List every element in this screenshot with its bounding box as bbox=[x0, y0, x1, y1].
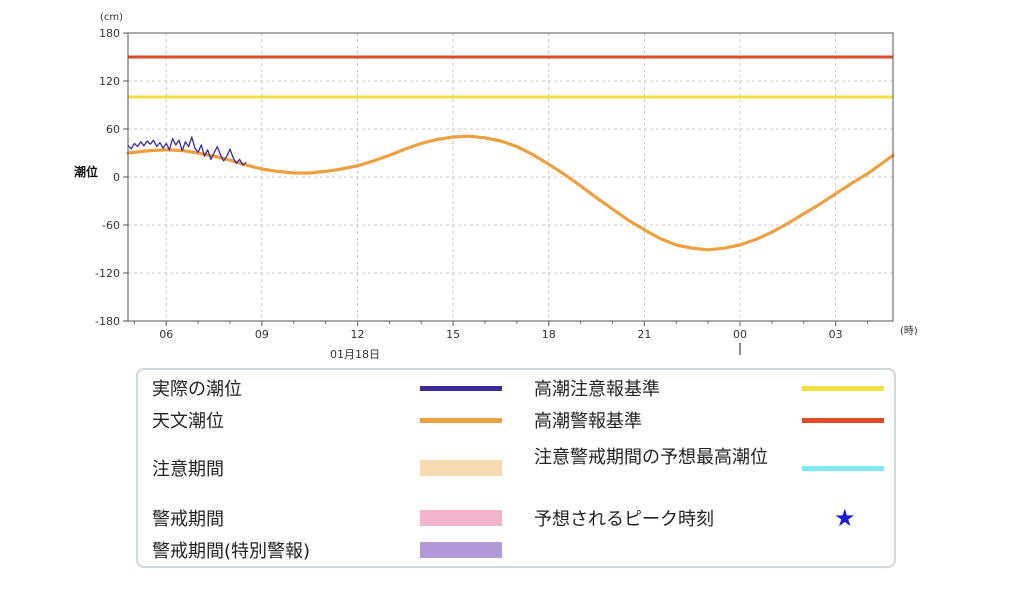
legend-label: 天文潮位 bbox=[152, 411, 224, 432]
legend-band-swatch bbox=[420, 542, 502, 558]
legend-label: 高潮警報基準 bbox=[534, 411, 642, 432]
legend-label: 予想されるピーク時刻 bbox=[534, 509, 714, 530]
grid bbox=[128, 33, 893, 321]
y-tick-label: -180 bbox=[95, 315, 120, 328]
legend-line-swatch bbox=[802, 417, 884, 423]
legend-line-swatch bbox=[420, 417, 502, 423]
x-tick-label: 03 bbox=[829, 328, 843, 341]
legend-label: 高潮注意報基準 bbox=[534, 379, 660, 400]
y-unit-label: (cm) bbox=[100, 12, 123, 23]
tide-chart: (cm) (時) 潮位 01月18日 180120600-60-120-180 … bbox=[74, 12, 918, 361]
axes bbox=[123, 32, 894, 355]
y-tick-label: -120 bbox=[95, 267, 120, 280]
legend-label: 警戒期間(特別警報) bbox=[152, 541, 311, 562]
y-axis-label: 潮位 bbox=[74, 164, 98, 179]
legend-band-swatch bbox=[420, 510, 502, 526]
star-icon: ★ bbox=[834, 504, 856, 532]
x-tick-label: 18 bbox=[542, 328, 556, 341]
legend-label: 警戒期間 bbox=[152, 509, 224, 530]
x-tick-label: 06 bbox=[159, 328, 173, 341]
legend-line-swatch bbox=[420, 385, 502, 391]
date-label: 01月18日 bbox=[330, 348, 380, 361]
x-tick-label: 12 bbox=[351, 328, 365, 341]
plot-frame bbox=[127, 32, 894, 322]
legend-label: 実際の潮位 bbox=[152, 379, 242, 400]
x-tick-label: 09 bbox=[255, 328, 269, 341]
observed-tide-line bbox=[127, 136, 247, 166]
y-tick-label: 180 bbox=[99, 27, 120, 40]
x-tick-labels: 06 09 12 15 18 21 00 03 bbox=[159, 328, 842, 341]
y-tick-label: 120 bbox=[99, 75, 120, 88]
legend-band-swatch bbox=[420, 460, 502, 476]
x-tick-label: 21 bbox=[637, 328, 651, 341]
x-tick-label: 00 bbox=[733, 328, 747, 341]
legend: 実際の潮位天文潮位注意期間警戒期間警戒期間(特別警報) 高潮注意報基準 高潮警報基準… bbox=[136, 368, 896, 568]
astronomical-tide-line bbox=[126, 134, 895, 252]
y-tick-labels: 180 120 60 0 -60 -120 -180 bbox=[95, 27, 120, 328]
legend-label: 注意警戒期間の予想最高潮位 bbox=[534, 447, 768, 468]
y-tick-label: -60 bbox=[102, 219, 120, 232]
x-tick-label: 15 bbox=[446, 328, 460, 341]
y-tick-label: 60 bbox=[106, 123, 120, 136]
y-tick-label: 0 bbox=[113, 171, 120, 184]
legend-label: 注意期間 bbox=[152, 459, 224, 480]
series-lines bbox=[126, 134, 895, 252]
x-unit-label: (時) bbox=[900, 325, 918, 337]
legend-line-swatch bbox=[802, 465, 884, 471]
threshold-lines bbox=[128, 55, 893, 99]
legend-line-swatch bbox=[802, 385, 884, 391]
